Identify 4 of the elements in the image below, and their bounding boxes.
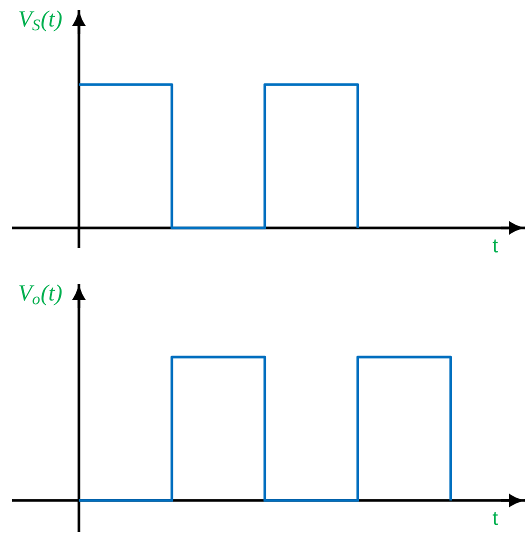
y-axis-title: V$_{S}$(t) (19, 10, 62, 32)
x-axis-title: t (492, 239, 498, 253)
y-axis-title: V$_{o}$(t) (19, 284, 62, 306)
x-axis-title: t (492, 512, 498, 526)
